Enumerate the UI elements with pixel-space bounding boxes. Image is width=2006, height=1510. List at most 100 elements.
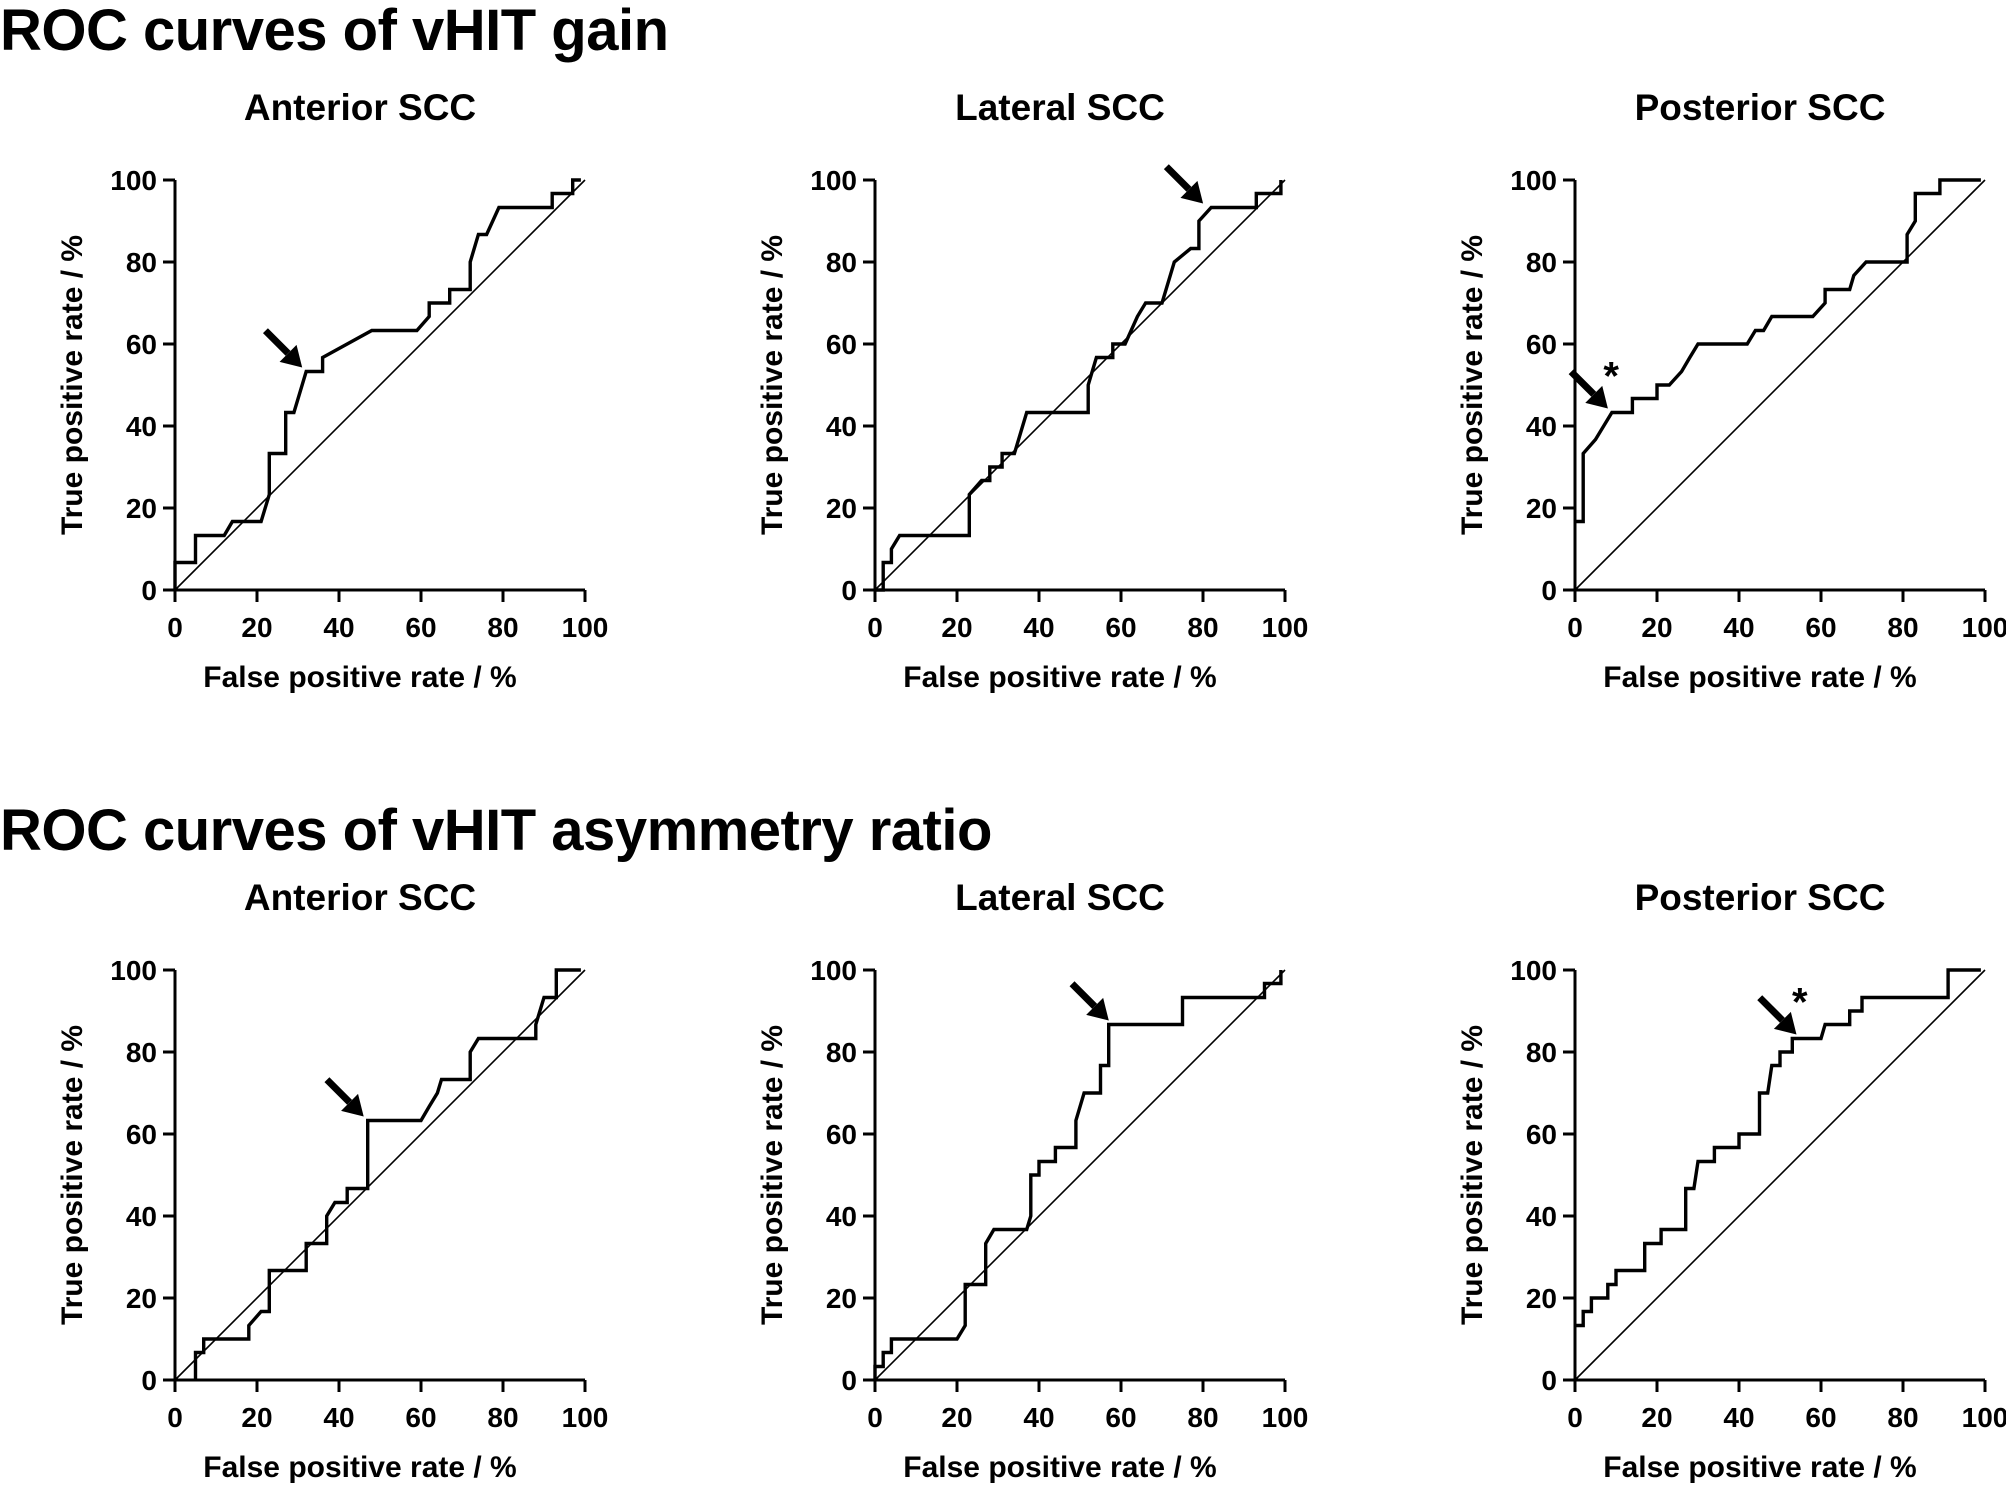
arrow-head bbox=[341, 1093, 364, 1117]
arrow-shaft bbox=[324, 1077, 353, 1105]
y-tick-label: 100 bbox=[110, 955, 157, 986]
x-tick-label: 20 bbox=[241, 1402, 272, 1433]
x-tick-label: 60 bbox=[1105, 612, 1136, 643]
x-tick-label: 0 bbox=[867, 1402, 883, 1433]
y-tick-label: 80 bbox=[1526, 247, 1557, 278]
roc-chart-asym-anterior: Anterior SCC 0 20 40 60 80 100 0 20 40 60 80 100 Fals… bbox=[56, 877, 608, 1484]
x-tick-label: 100 bbox=[1962, 1402, 2006, 1433]
y-axis-label: True positive rate / % bbox=[756, 1025, 789, 1325]
reference-diagonal bbox=[874, 179, 1286, 591]
roc-curve-line bbox=[1575, 968, 1981, 1328]
x-tick-label: 100 bbox=[1962, 612, 2006, 643]
x-tick-label: 40 bbox=[1023, 612, 1054, 643]
y-tick-label: 60 bbox=[126, 329, 157, 360]
cutoff-arrow bbox=[1163, 164, 1204, 204]
x-tick-label: 60 bbox=[1805, 612, 1836, 643]
y-axis-label: True positive rate / % bbox=[56, 1025, 89, 1325]
y-tick-label: 40 bbox=[826, 1201, 857, 1232]
y-tick-label: 40 bbox=[1526, 411, 1557, 442]
significance-asterisk: * bbox=[1792, 981, 1808, 1025]
reference-diagonal bbox=[1574, 179, 1986, 591]
x-tick-label: 20 bbox=[1641, 612, 1672, 643]
chart-title: Posterior SCC bbox=[1635, 877, 1886, 918]
y-tick-label: 100 bbox=[1510, 955, 1557, 986]
y-tick-label: 40 bbox=[126, 411, 157, 442]
y-tick-label: 100 bbox=[810, 955, 857, 986]
y-tick-label: 20 bbox=[826, 493, 857, 524]
y-axis-label: True positive rate / % bbox=[1456, 235, 1489, 535]
arrow-shaft bbox=[1163, 164, 1192, 192]
reference-diagonal bbox=[174, 969, 586, 1381]
x-tick-label: 80 bbox=[1887, 612, 1918, 643]
reference-diagonal bbox=[174, 179, 586, 591]
x-tick-label: 100 bbox=[1262, 612, 1309, 643]
x-tick-label: 0 bbox=[167, 612, 183, 643]
y-tick-label: 60 bbox=[826, 329, 857, 360]
x-tick-label: 40 bbox=[323, 1402, 354, 1433]
reference-diagonal bbox=[1574, 969, 1986, 1381]
x-axis-label: False positive rate / % bbox=[1603, 1451, 1916, 1484]
roc-curve-line bbox=[1575, 178, 1981, 524]
section-title-gain: ROC curves of vHIT gain bbox=[0, 0, 669, 63]
y-tick-label: 0 bbox=[841, 575, 857, 606]
x-axis-label: False positive rate / % bbox=[203, 1451, 516, 1484]
y-tick-label: 100 bbox=[1510, 165, 1557, 196]
y-tick-label: 80 bbox=[126, 1037, 157, 1068]
chart-title: Anterior SCC bbox=[244, 877, 476, 918]
roc-curve-line bbox=[193, 968, 581, 1380]
x-tick-label: 20 bbox=[941, 612, 972, 643]
x-axis-label: False positive rate / % bbox=[203, 661, 516, 694]
y-tick-label: 0 bbox=[1541, 1365, 1557, 1396]
significance-asterisk: * bbox=[1603, 355, 1619, 399]
x-tick-label: 60 bbox=[405, 1402, 436, 1433]
x-tick-label: 0 bbox=[167, 1402, 183, 1433]
x-tick-label: 20 bbox=[1641, 1402, 1672, 1433]
y-axis-label: True positive rate / % bbox=[56, 235, 89, 535]
arrow-head bbox=[1585, 385, 1608, 409]
reference-diagonal bbox=[874, 969, 1286, 1381]
x-tick-label: 60 bbox=[1105, 1402, 1136, 1433]
x-tick-label: 100 bbox=[562, 612, 609, 643]
chart-title: Posterior SCC bbox=[1635, 87, 1886, 128]
x-axis-label: False positive rate / % bbox=[1603, 661, 1916, 694]
y-tick-label: 100 bbox=[110, 165, 157, 196]
y-tick-label: 60 bbox=[826, 1119, 857, 1150]
x-tick-label: 80 bbox=[1187, 612, 1218, 643]
x-tick-label: 40 bbox=[1023, 1402, 1054, 1433]
chart-title: Lateral SCC bbox=[955, 877, 1165, 918]
arrow-head bbox=[1086, 997, 1109, 1021]
y-tick-label: 100 bbox=[810, 165, 857, 196]
y-tick-label: 40 bbox=[1526, 1201, 1557, 1232]
x-tick-label: 80 bbox=[487, 612, 518, 643]
y-tick-label: 60 bbox=[126, 1119, 157, 1150]
x-tick-label: 80 bbox=[1887, 1402, 1918, 1433]
x-tick-label: 40 bbox=[323, 612, 354, 643]
y-axis-label: True positive rate / % bbox=[756, 235, 789, 535]
roc-chart-gain-anterior: Anterior SCC 0 20 40 60 80 100 0 20 40 60 80 100 Fals… bbox=[56, 87, 609, 694]
y-tick-label: 20 bbox=[1526, 493, 1557, 524]
arrow-head bbox=[279, 344, 303, 368]
x-axis-label: False positive rate / % bbox=[903, 1451, 1216, 1484]
y-tick-label: 0 bbox=[841, 1365, 857, 1396]
cutoff-arrow bbox=[262, 328, 303, 368]
arrow-shaft bbox=[1069, 981, 1098, 1009]
x-tick-label: 60 bbox=[405, 612, 436, 643]
roc-chart-gain-posterior: Posterior SCC 0 20 40 60 80 100 0 20 40 60 80 100 Fal… bbox=[1456, 87, 2006, 694]
y-tick-label: 80 bbox=[826, 247, 857, 278]
section-title-asymmetry: ROC curves of vHIT asymmetry ratio bbox=[0, 798, 992, 863]
cutoff-arrow bbox=[1568, 369, 1608, 409]
y-tick-label: 40 bbox=[126, 1201, 157, 1232]
x-tick-label: 60 bbox=[1805, 1402, 1836, 1433]
y-tick-label: 20 bbox=[126, 493, 157, 524]
y-tick-label: 20 bbox=[126, 1283, 157, 1314]
y-tick-label: 80 bbox=[826, 1037, 857, 1068]
x-tick-label: 100 bbox=[1262, 1402, 1309, 1433]
roc-curve-line bbox=[875, 180, 1283, 592]
y-tick-label: 20 bbox=[826, 1283, 857, 1314]
y-tick-label: 0 bbox=[141, 1365, 157, 1396]
y-tick-label: 0 bbox=[1541, 575, 1557, 606]
x-tick-label: 20 bbox=[241, 612, 272, 643]
x-tick-label: 0 bbox=[1567, 1402, 1583, 1433]
x-tick-label: 40 bbox=[1723, 612, 1754, 643]
arrow-head bbox=[1180, 180, 1204, 204]
